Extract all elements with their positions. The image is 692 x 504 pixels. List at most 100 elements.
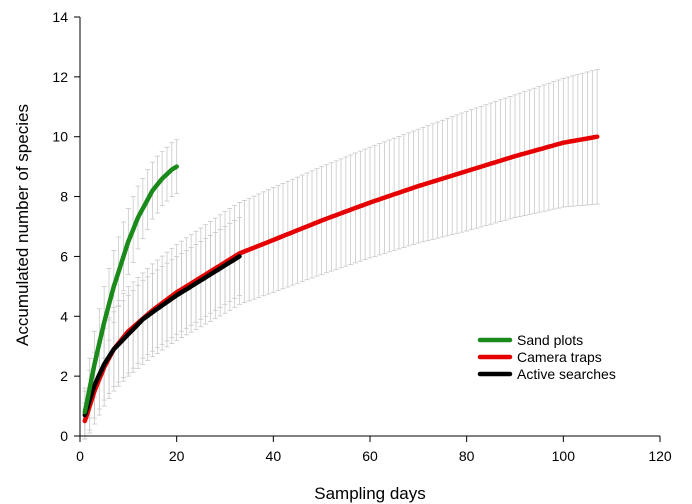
data-point	[160, 303, 164, 308]
y-tick-label: 12	[52, 69, 68, 85]
data-point	[542, 146, 546, 150]
data-point	[175, 165, 179, 169]
data-point	[155, 183, 159, 187]
data-point	[305, 224, 309, 228]
data-point	[170, 297, 174, 301]
data-point	[155, 307, 159, 311]
data-point	[271, 238, 275, 242]
data-point	[291, 230, 295, 234]
data-point	[97, 341, 101, 345]
data-point	[228, 260, 232, 265]
legend-label: Sand plots	[517, 332, 583, 348]
x-axis-title: Sampling days	[314, 484, 426, 503]
data-point	[131, 327, 135, 331]
data-point	[83, 410, 87, 414]
y-tick-label: 0	[60, 428, 68, 444]
data-point	[378, 197, 382, 201]
data-point	[112, 284, 116, 288]
data-point	[92, 362, 97, 366]
data-point	[494, 160, 498, 164]
data-point	[141, 317, 145, 321]
data-point	[445, 175, 449, 179]
data-point	[537, 147, 541, 152]
data-point	[102, 362, 106, 366]
data-point	[286, 232, 290, 236]
data-point	[257, 244, 261, 248]
data-point	[561, 141, 565, 145]
data-point	[373, 199, 377, 203]
data-point	[252, 246, 256, 250]
x-tick-label: 120	[648, 448, 672, 464]
data-point	[295, 228, 300, 232]
y-tick-label: 10	[52, 129, 68, 145]
data-point	[204, 275, 208, 279]
axes: 0 20 40 60 80 100 120 0 2 4 6 8 10 12 14	[52, 9, 671, 464]
data-point	[595, 135, 599, 139]
data-point	[146, 314, 150, 318]
error-bars	[82, 68, 600, 440]
data-point	[146, 197, 150, 202]
data-point	[199, 278, 203, 282]
x-tick-label: 40	[266, 448, 282, 464]
data-point	[324, 217, 329, 221]
data-point	[368, 200, 372, 205]
data-point	[126, 239, 130, 244]
y-tick-label: 6	[60, 248, 68, 264]
data-point	[121, 254, 126, 259]
data-point	[165, 300, 169, 304]
data-point	[455, 172, 459, 176]
data-point	[436, 178, 440, 182]
data-point	[266, 240, 271, 244]
data-point	[508, 156, 512, 160]
data-point	[590, 135, 594, 140]
data-point	[489, 162, 493, 166]
data-point	[397, 191, 401, 195]
data-point	[585, 136, 590, 141]
data-point	[184, 287, 188, 291]
data-point	[556, 142, 561, 146]
data-point	[411, 186, 416, 190]
data-point	[223, 263, 227, 268]
data-point	[92, 383, 97, 387]
data-point	[518, 153, 522, 157]
data-point	[276, 236, 280, 240]
data-point	[571, 139, 575, 143]
data-point	[416, 184, 420, 188]
data-point	[237, 251, 242, 256]
data-point	[107, 355, 111, 359]
data-point	[83, 413, 87, 417]
data-point	[117, 342, 121, 346]
data-point	[353, 206, 358, 210]
data-point	[218, 266, 222, 270]
data-point	[315, 220, 319, 225]
data-point	[440, 177, 445, 181]
data-point	[141, 206, 145, 211]
data-point	[112, 347, 116, 351]
data-point	[479, 165, 483, 169]
data-point	[552, 143, 556, 147]
x-tick-label: 80	[459, 448, 475, 464]
data-point	[170, 168, 174, 172]
data-point	[88, 386, 92, 390]
data-point	[465, 169, 469, 173]
data-point	[179, 290, 184, 294]
data-point	[117, 269, 121, 273]
data-point	[131, 227, 135, 232]
data-point	[150, 310, 155, 314]
data-point	[300, 226, 304, 230]
data-point	[160, 177, 164, 181]
y-tick-label: 14	[52, 9, 68, 25]
data-point	[474, 166, 478, 170]
data-point	[382, 196, 387, 200]
data-point	[581, 137, 585, 141]
data-point	[344, 209, 348, 214]
data-point	[97, 373, 101, 377]
data-point	[576, 138, 580, 142]
data-point	[242, 249, 246, 254]
data-point	[339, 211, 343, 215]
data-point	[407, 187, 411, 191]
data-point	[421, 183, 425, 187]
data-point	[426, 181, 430, 185]
